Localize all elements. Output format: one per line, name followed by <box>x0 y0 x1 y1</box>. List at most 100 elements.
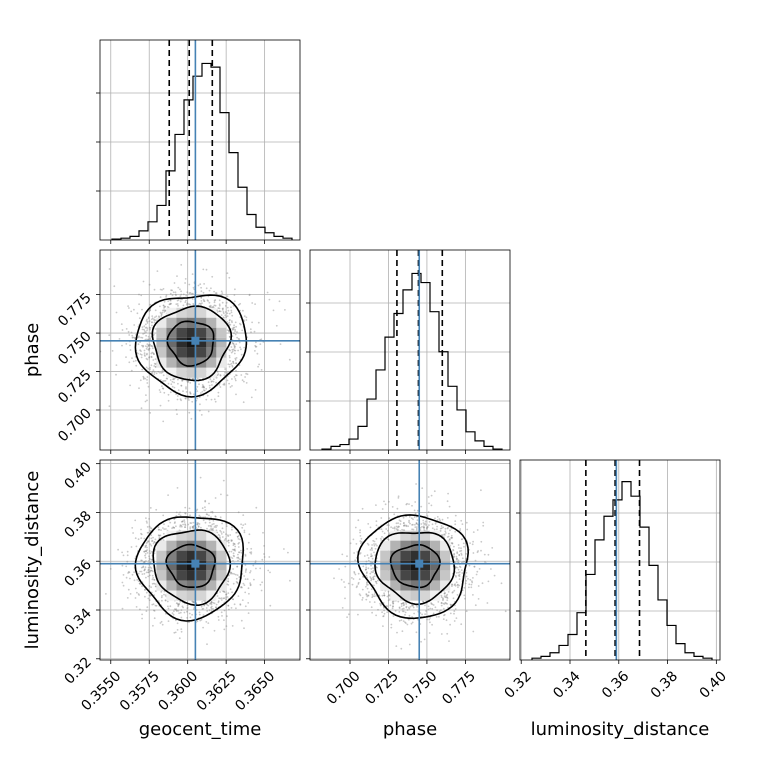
scatter-point <box>198 409 201 412</box>
scatter-point <box>141 308 143 311</box>
scatter-point <box>167 494 170 496</box>
scatter-point <box>234 345 236 348</box>
scatter-point <box>206 513 209 516</box>
scatter-point <box>146 522 148 524</box>
scatter-point <box>140 294 143 297</box>
scatter-point <box>130 369 133 372</box>
scatter-point <box>410 517 413 520</box>
scatter-point <box>187 523 190 526</box>
scatter-point <box>373 601 376 603</box>
scatter-point <box>223 590 225 593</box>
scatter-point <box>422 526 425 529</box>
scatter-point <box>126 554 129 557</box>
scatter-point <box>469 542 471 544</box>
scatter-point <box>182 523 185 526</box>
scatter-point <box>269 604 272 607</box>
scatter-point <box>231 364 234 367</box>
scatter-point <box>443 592 446 595</box>
scatter-point <box>405 603 408 605</box>
scatter-point <box>373 595 376 598</box>
scatter-point <box>436 528 438 531</box>
scatter-point <box>154 585 157 588</box>
scatter-point <box>220 290 223 293</box>
scatter-point <box>140 566 143 569</box>
scatter-point <box>457 571 460 574</box>
scatter-point <box>375 614 377 617</box>
scatter-point <box>446 597 449 599</box>
scatter-point <box>163 528 166 530</box>
contour-geocent_time-phase-2 <box>134 294 248 398</box>
scatter-point <box>465 575 468 578</box>
scatter-point <box>375 566 378 569</box>
scatter-point <box>115 364 118 366</box>
scatter-point <box>214 292 217 294</box>
scatter-point <box>154 538 157 541</box>
scatter-point <box>231 378 233 380</box>
scatter-point <box>143 352 146 355</box>
scatter-point <box>395 528 398 530</box>
scatter-point <box>170 289 173 292</box>
scatter-point <box>148 344 151 347</box>
scatter-point <box>158 528 161 531</box>
scatter-point <box>365 566 368 569</box>
scatter-point <box>455 557 458 560</box>
density-cell-phase-luminosity_distance <box>410 530 421 541</box>
scatter-point <box>244 555 247 557</box>
scatter-point <box>411 524 413 526</box>
density-cell-geocent_time-luminosity_distance <box>216 550 227 561</box>
density-cell-phase-luminosity_distance <box>410 580 421 591</box>
scatter-point <box>222 531 225 534</box>
scatter-point <box>456 552 459 555</box>
density-cell-geocent_time-phase <box>196 307 207 318</box>
scatter-point <box>365 585 367 588</box>
scatter-point <box>211 529 214 531</box>
scatter-point <box>159 311 162 314</box>
scatter-point <box>402 522 405 525</box>
scatter-point <box>464 582 467 585</box>
scatter-point <box>226 372 229 374</box>
density-cell-geocent_time-luminosity_distance <box>206 560 217 571</box>
scatter-point <box>215 381 218 384</box>
scatter-point <box>127 307 130 309</box>
scatter-point <box>370 588 373 591</box>
scatter-point <box>416 519 419 522</box>
contour-phase-luminosity_distance-0 <box>389 543 441 589</box>
scatter-point <box>427 511 430 514</box>
scatter-point <box>184 524 187 527</box>
scatter-point <box>370 571 373 573</box>
scatter-point <box>150 355 153 358</box>
density-cell-geocent_time-luminosity_distance <box>156 550 167 561</box>
scatter-point <box>180 290 183 293</box>
scatter-point <box>454 514 457 517</box>
scatter-point <box>243 380 245 383</box>
y-tick-label-luminosity_distance: 0.38 <box>61 508 94 541</box>
scatter-point <box>391 506 394 508</box>
scatter-point <box>191 600 194 603</box>
scatter-point <box>229 363 231 366</box>
scatter-point <box>203 300 206 303</box>
scatter-point <box>211 275 214 278</box>
scatter-point <box>152 333 155 336</box>
scatter-point <box>176 487 179 489</box>
scatter-point <box>375 582 378 585</box>
scatter-point <box>402 610 405 613</box>
scatter-point <box>419 527 422 529</box>
scatter-point <box>192 527 195 529</box>
density-cell-geocent_time-luminosity_distance <box>216 560 227 571</box>
scatter-point <box>245 316 248 319</box>
scatter-point <box>288 358 291 361</box>
scatter-point <box>254 389 257 391</box>
scatter-point <box>179 514 182 517</box>
scatter-point <box>160 591 163 593</box>
scatter-point <box>137 352 139 355</box>
scatter-point <box>196 397 199 400</box>
scatter-point <box>251 321 254 324</box>
scatter-point <box>186 302 189 305</box>
scatter-point <box>341 607 344 609</box>
scatter-point <box>200 286 203 289</box>
scatter-point <box>376 544 378 547</box>
scatter-point <box>211 384 213 386</box>
scatter-point <box>435 616 438 618</box>
scatter-point <box>333 577 335 580</box>
scatter-point <box>414 526 417 528</box>
